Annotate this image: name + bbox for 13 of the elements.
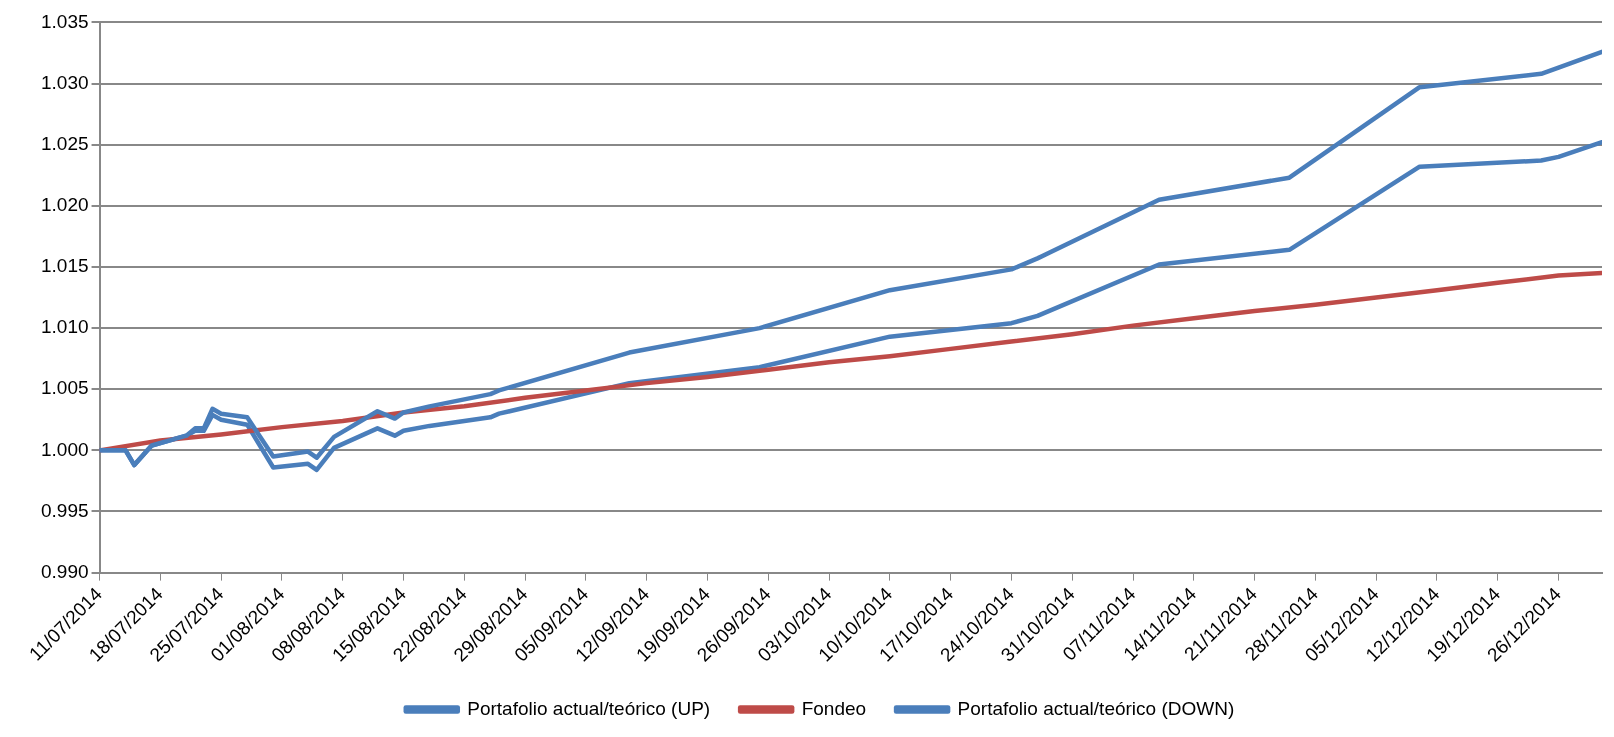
y-tick-label: 1.030	[41, 71, 89, 93]
y-tick-label: 1.035	[41, 10, 89, 32]
y-tick-label: 0.995	[41, 499, 89, 521]
y-tick-label: 1.010	[41, 316, 89, 338]
y-tick-label: 1.005	[41, 377, 89, 399]
legend-label: Portafolio actual/teórico (UP)	[467, 697, 711, 719]
y-tick-label: 1.020	[41, 194, 89, 216]
legend-label: Portafolio actual/teórico (DOWN)	[957, 697, 1235, 719]
y-tick-label: 0.990	[41, 560, 89, 582]
y-tick-label: 1.000	[41, 438, 89, 460]
y-tick-label: 1.025	[41, 132, 89, 154]
y-tick-label: 1.015	[41, 255, 89, 277]
legend-label: Fondeo	[801, 697, 867, 719]
